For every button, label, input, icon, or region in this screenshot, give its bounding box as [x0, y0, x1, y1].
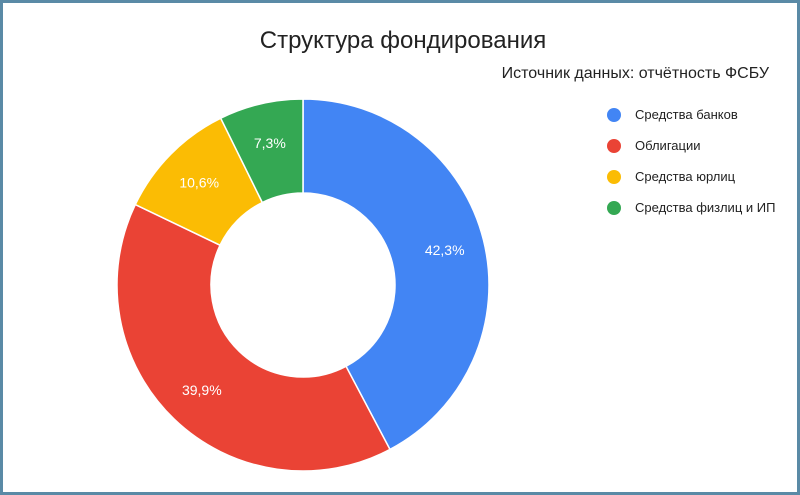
slice-label-individuals: 7,3% — [254, 135, 286, 151]
slice-bonds[interactable] — [116, 203, 391, 472]
slice-individuals[interactable] — [219, 98, 304, 204]
slice-label-legal-entities: 10,6% — [179, 174, 219, 190]
chart-subtitle: Источник данных: отчётность ФСБУ — [501, 65, 769, 82]
slice-label-bonds: 39,9% — [182, 382, 222, 398]
donut-chart: 42,3% 39,9% 10,6% 7,3% — [116, 98, 490, 472]
legend-marker-bonds — [607, 138, 621, 153]
legend-label-banks: Средства банков — [635, 107, 738, 122]
slice-banks[interactable] — [302, 98, 490, 451]
chart-title: Структура фондирования — [259, 27, 547, 54]
legend-marker-legal-entities — [607, 169, 621, 184]
legend-marker-individuals — [607, 200, 621, 215]
legend-label-legal-entities: Средства юрлиц — [635, 169, 736, 184]
legend-label-individuals: Средства физлиц и ИП — [635, 200, 776, 215]
slice-label-banks: 42,3% — [425, 242, 465, 258]
legend-marker-banks — [607, 107, 621, 122]
legend-label-bonds: Облигации — [635, 138, 701, 153]
legend-item-bonds[interactable]: Облигации — [607, 130, 775, 161]
legend-item-legal-entities[interactable]: Средства юрлиц — [607, 161, 775, 192]
legend: Средства банков Облигации Средства юрлиц… — [607, 99, 775, 223]
legend-item-banks[interactable]: Средства банков — [607, 99, 775, 130]
legend-item-individuals[interactable]: Средства физлиц и ИП — [607, 192, 775, 223]
